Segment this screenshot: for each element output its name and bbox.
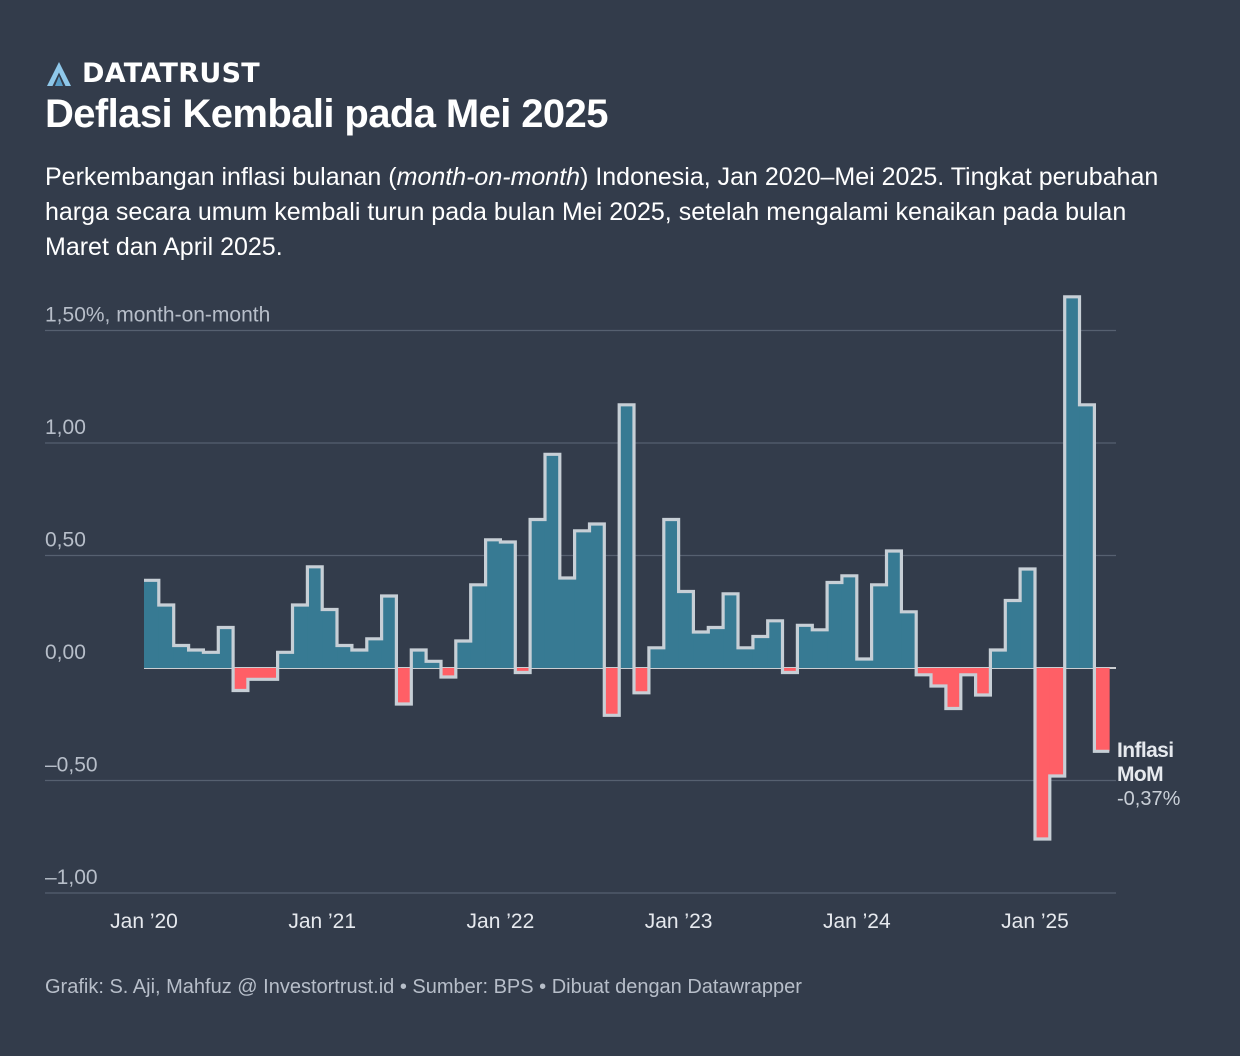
bar-22 [470, 584, 486, 668]
bar-47 [841, 575, 858, 668]
series-label-line-0: Inflasi [1117, 739, 1173, 762]
subtitle-part-2: ) Indonesia, Jan 2020–Mei 2025. Tingkat … [45, 163, 1159, 261]
bar-13 [337, 645, 353, 668]
bar-20 [441, 668, 457, 677]
chart-subtitle: Perkembangan inflasi bulanan (month-on-m… [45, 160, 1165, 265]
bar-51 [901, 611, 917, 668]
bar-3 [188, 650, 204, 668]
bar-17 [396, 668, 412, 704]
series-line-layer [144, 295, 1110, 841]
bar-59 [1020, 569, 1036, 668]
bar-7 [247, 668, 264, 680]
bar-56 [975, 668, 991, 695]
y-tick-label-0: 1,50%, month-on-month [45, 304, 270, 327]
bar-fill-layer [144, 296, 1110, 839]
bar-64 [1094, 668, 1110, 752]
chart-title: Deflasi Kembali pada Mei 2025 [45, 92, 608, 136]
series-label-line-1: MoM [1117, 763, 1163, 786]
bar-39 [723, 593, 739, 668]
bar-4 [203, 652, 219, 668]
x-tick-label-2: Jan ’22 [467, 910, 535, 933]
bar-61 [1049, 668, 1066, 776]
bar-34 [648, 647, 665, 668]
bar-40 [738, 647, 754, 668]
bar-38 [708, 627, 724, 668]
bar-41 [752, 636, 769, 668]
bar-11 [307, 566, 323, 668]
bar-9 [277, 652, 293, 668]
bar-37 [693, 632, 709, 668]
bar-52 [916, 668, 932, 675]
bar-35 [663, 519, 679, 668]
bar-28 [559, 578, 576, 668]
bar-49 [871, 584, 887, 668]
bar-48 [856, 659, 873, 668]
y-tick-label-4: –0,50 [45, 754, 98, 777]
bar-14 [351, 650, 368, 668]
bar-25 [515, 668, 531, 673]
bar-2 [173, 645, 189, 668]
bar-21 [455, 641, 472, 668]
x-tick-label-4: Jan ’24 [823, 910, 891, 933]
bar-29 [574, 530, 590, 668]
bar-55 [960, 668, 976, 675]
bar-54 [945, 668, 962, 709]
bar-33 [634, 668, 650, 693]
bar-19 [426, 661, 442, 668]
bar-15 [366, 638, 382, 668]
bar-53 [931, 668, 947, 686]
x-tick-label-5: Jan ’25 [1001, 910, 1069, 933]
bar-36 [678, 591, 694, 668]
y-tick-label-5: –1,00 [45, 866, 98, 889]
bar-46 [827, 582, 843, 668]
bar-23 [485, 539, 501, 668]
bar-0 [144, 580, 160, 668]
brand-name: DATATRUST [82, 58, 261, 89]
x-tick-label-3: Jan ’23 [645, 910, 713, 933]
bar-57 [990, 650, 1006, 668]
brand-header: DATATRUST [46, 58, 260, 89]
series-line-inflasi-mom [144, 295, 1110, 841]
label-layer: 1,50%, month-on-month 1,00 0,50 0,00 –0,50 –1… [45, 304, 1181, 934]
bar-16 [381, 596, 397, 668]
subtitle-emphasis: month-on-month [396, 163, 581, 191]
bar-31 [604, 668, 620, 716]
bar-26 [530, 519, 546, 668]
bar-6 [233, 668, 249, 691]
bar-5 [218, 627, 234, 668]
x-tick-label-1: Jan ’21 [288, 910, 356, 933]
bar-44 [797, 625, 813, 668]
bar-45 [812, 629, 828, 668]
bar-24 [500, 542, 516, 668]
subtitle-part-1: Perkembangan inflasi bulanan ( [45, 163, 397, 191]
bar-62 [1064, 296, 1080, 668]
chart-footer-credits: Grafik: S. Aji, Mahfuz @ Investortrust.i… [45, 976, 802, 998]
bar-42 [767, 620, 783, 668]
datatrust-a-logo-icon [47, 61, 71, 86]
bar-18 [411, 650, 427, 668]
bar-12 [322, 609, 338, 668]
bar-10 [292, 605, 308, 668]
bar-58 [1005, 600, 1021, 668]
bar-32 [619, 404, 635, 668]
bar-63 [1079, 404, 1095, 668]
bar-50 [886, 551, 902, 668]
bar-30 [589, 524, 605, 668]
bar-27 [544, 454, 561, 668]
x-tick-label-0: Jan ’20 [110, 910, 178, 933]
bar-60 [1035, 668, 1051, 839]
y-tick-label-3: 0,00 [45, 641, 86, 664]
y-tick-label-1: 1,00 [45, 416, 86, 439]
series-last-value-label: -0,37% [1117, 788, 1181, 810]
bar-43 [782, 668, 798, 673]
bar-8 [262, 668, 279, 680]
y-tick-label-2: 0,50 [45, 529, 86, 552]
bar-1 [158, 605, 175, 668]
